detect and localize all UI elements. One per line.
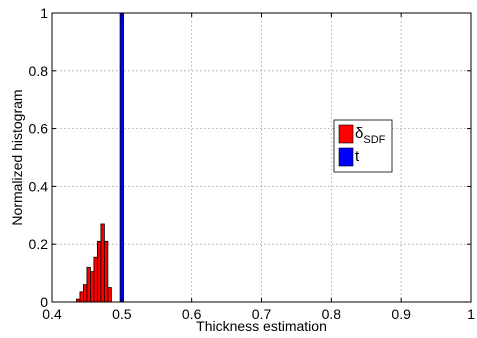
legend-label: t (355, 148, 360, 165)
histogram-bar-sdf-1 (79, 291, 84, 303)
y-axis-title: Normalized histogram (9, 89, 25, 225)
bars-layer (76, 12, 124, 303)
legend-swatch (338, 124, 354, 144)
histogram-bar-sdf-8 (103, 240, 109, 303)
x-tick-label: 0.6 (182, 306, 202, 322)
y-tick-label: 0.4 (29, 178, 49, 194)
x-tick-label: 0.9 (391, 306, 411, 322)
grid-layer (52, 13, 471, 302)
histogram-bar-sdf-4 (90, 271, 95, 303)
legend-swatch (338, 147, 354, 167)
legend-label: δSDF (355, 125, 386, 146)
ticks-layer: 0.4 0.5 0.6 0.7 0.8 0.9 1 0 0.2 0.4 0.6 0.8 1 (29, 5, 476, 322)
histogram-bar-sdf-2 (83, 284, 88, 303)
x-tick-label: 0.5 (112, 306, 132, 322)
x-tick-label: 0.4 (42, 306, 62, 322)
histogram-bar-sdf-5 (93, 256, 98, 303)
histogram-bar-sdf-7 (100, 223, 105, 303)
histogram-bar-sdf-6 (96, 240, 102, 303)
x-axis-title: Thickness estimation (196, 318, 327, 334)
histogram-bar-sdf-9 (107, 287, 112, 303)
y-tick-label: 0.8 (29, 63, 49, 79)
x-tick-label: 1 (467, 306, 475, 322)
legend: δSDF t (333, 119, 393, 173)
y-tick-label: 1 (40, 5, 48, 21)
y-tick-label: 0.6 (29, 121, 49, 137)
histogram-bar-t-0 (119, 12, 124, 303)
x-tick-label: 0.8 (322, 306, 342, 322)
y-tick-label: 0 (40, 294, 48, 310)
histogram-bar-sdf-3 (86, 266, 91, 303)
y-tick-label: 0.2 (29, 236, 49, 252)
x-tick-label: 0.7 (252, 306, 272, 322)
